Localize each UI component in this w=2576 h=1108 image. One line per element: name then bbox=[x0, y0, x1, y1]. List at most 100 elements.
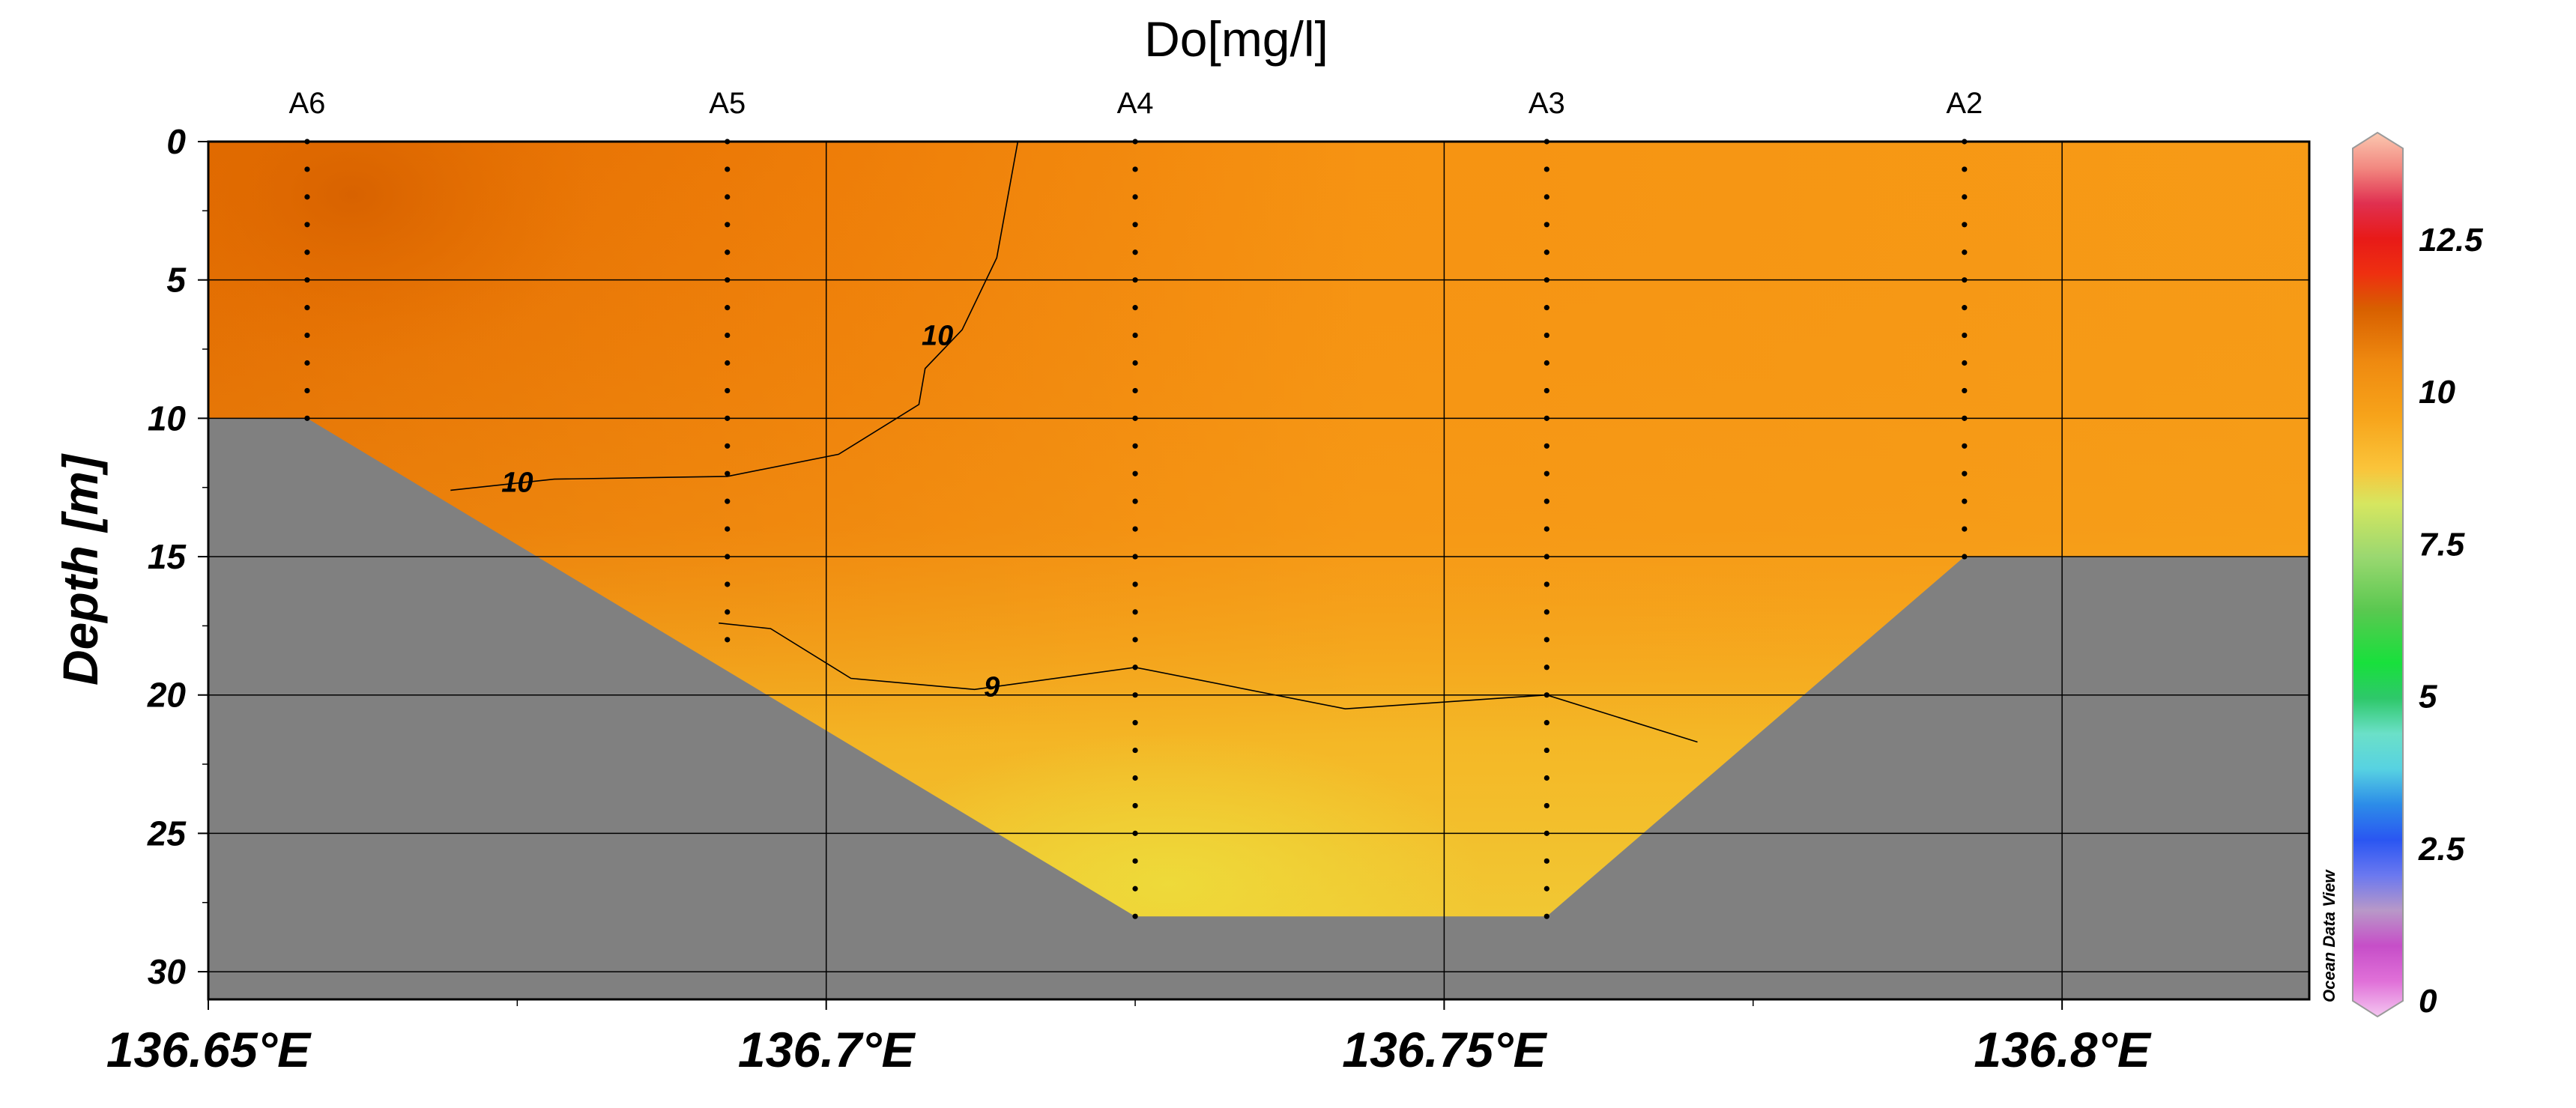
sample-point-A5 bbox=[725, 305, 731, 311]
sample-point-A2 bbox=[1962, 166, 1968, 172]
sample-point-A6 bbox=[304, 277, 310, 283]
sample-point-A2 bbox=[1962, 360, 1968, 366]
sample-point-A5 bbox=[725, 222, 731, 228]
sample-point-A3 bbox=[1544, 637, 1549, 643]
colorbar-tick-label: 5 bbox=[2419, 679, 2437, 715]
sample-point-A4 bbox=[1132, 332, 1138, 339]
plot-frame bbox=[207, 140, 2311, 1001]
sample-point-A4 bbox=[1132, 913, 1138, 919]
sample-point-A3 bbox=[1544, 665, 1549, 670]
sample-point-A3 bbox=[1544, 360, 1549, 366]
sample-point-A4 bbox=[1132, 609, 1138, 615]
sample-point-A4 bbox=[1132, 305, 1138, 311]
sample-point-A5 bbox=[725, 526, 731, 532]
sample-point-A6 bbox=[304, 415, 310, 421]
y-axis-ticks: 0 5 10 15 20 25 30 bbox=[147, 122, 208, 991]
station-label-A3: A3 bbox=[1529, 87, 1565, 120]
sample-point-A4 bbox=[1132, 775, 1138, 781]
sample-point-A2 bbox=[1962, 222, 1968, 228]
station-label-A4: A4 bbox=[1117, 87, 1154, 120]
contour-label-10: 10 bbox=[501, 467, 533, 498]
sample-point-A4 bbox=[1132, 637, 1138, 643]
sample-point-A4 bbox=[1132, 747, 1138, 754]
contour-label-10: 10 bbox=[922, 321, 953, 352]
sample-point-A6 bbox=[304, 222, 310, 228]
sample-point-A2 bbox=[1962, 554, 1968, 560]
sample-point-A5 bbox=[725, 470, 731, 476]
sample-point-A3 bbox=[1544, 526, 1549, 532]
sample-point-A3 bbox=[1544, 470, 1549, 476]
sample-point-A5 bbox=[725, 581, 731, 587]
sample-point-A5 bbox=[725, 387, 731, 394]
contour-lines: 10 10 9 bbox=[450, 141, 1698, 743]
sample-point-A4 bbox=[1132, 665, 1138, 670]
sample-point-A2 bbox=[1962, 470, 1968, 476]
sample-point-A5 bbox=[725, 166, 731, 172]
sample-point-A5 bbox=[725, 194, 731, 200]
sample-point-A4 bbox=[1132, 249, 1138, 255]
sample-point-A3 bbox=[1544, 775, 1549, 781]
sample-point-A4 bbox=[1132, 886, 1138, 891]
sample-point-A3 bbox=[1544, 747, 1549, 754]
sample-point-A3 bbox=[1544, 913, 1549, 919]
sample-point-A2 bbox=[1962, 305, 1968, 311]
y-tick-label: 10 bbox=[148, 399, 187, 438]
contour-label-9: 9 bbox=[984, 672, 1000, 703]
colorbar-body bbox=[2352, 131, 2404, 1018]
x-axis-ticks: 136.65°E 136.7°E 136.75°E 136.8°E bbox=[106, 999, 2152, 1077]
sample-point-A4 bbox=[1132, 554, 1138, 560]
sample-point-A4 bbox=[1132, 166, 1138, 172]
y-tick-label: 15 bbox=[148, 537, 187, 576]
sample-point-A3 bbox=[1544, 332, 1549, 339]
sample-point-A3 bbox=[1544, 415, 1549, 421]
sample-point-A3 bbox=[1544, 581, 1549, 587]
station-label-A5: A5 bbox=[709, 87, 746, 120]
sample-point-A3 bbox=[1544, 277, 1549, 283]
sample-point-A4 bbox=[1132, 692, 1138, 698]
sample-point-A2 bbox=[1962, 387, 1968, 394]
sample-point-A6 bbox=[304, 249, 310, 255]
sample-point-A2 bbox=[1962, 277, 1968, 283]
sample-point-A4 bbox=[1132, 720, 1138, 726]
x-tick-label: 136.7°E bbox=[738, 1022, 916, 1077]
sample-point-A3 bbox=[1544, 609, 1549, 615]
sample-point-A5 bbox=[725, 498, 731, 504]
sample-point-A3 bbox=[1544, 498, 1549, 504]
sample-point-A6 bbox=[304, 387, 310, 394]
x-tick-label: 136.65°E bbox=[106, 1022, 312, 1077]
sample-point-A3 bbox=[1544, 830, 1549, 836]
field-high-do-core bbox=[208, 142, 599, 367]
station-markers: A6 A5 A4 A3 A2 bbox=[288, 87, 1983, 919]
sample-point-A6 bbox=[304, 194, 310, 200]
sample-point-A3 bbox=[1544, 222, 1549, 228]
colorbar-tick-label: 2.5 bbox=[2418, 831, 2465, 868]
sample-point-A2 bbox=[1962, 526, 1968, 532]
grid-lines bbox=[208, 142, 2309, 999]
y-axis-label: Depth [m] bbox=[52, 453, 108, 685]
sample-point-A3 bbox=[1544, 443, 1549, 449]
y-tick-label: 20 bbox=[147, 676, 187, 715]
colorbar-tick-label: 12.5 bbox=[2419, 222, 2483, 258]
sample-point-A4 bbox=[1132, 277, 1138, 283]
sample-point-A5 bbox=[725, 249, 731, 255]
sample-point-A3 bbox=[1544, 692, 1549, 698]
sample-point-A2 bbox=[1962, 249, 1968, 255]
sample-point-A3 bbox=[1544, 802, 1549, 809]
colorbar: 0 2.5 5 7.5 10 12.5 bbox=[2352, 131, 2483, 1020]
colorbar-ticks: 0 2.5 5 7.5 10 12.5 bbox=[2418, 222, 2483, 1020]
sample-point-A5 bbox=[725, 332, 731, 339]
chart-title: Do[mg/l] bbox=[1144, 11, 1328, 67]
contour-line-10 bbox=[450, 141, 1019, 491]
x-tick-label: 136.75°E bbox=[1342, 1022, 1547, 1077]
sample-point-A6 bbox=[304, 166, 310, 172]
sample-point-A6 bbox=[304, 332, 310, 339]
y-tick-label: 25 bbox=[147, 814, 187, 853]
colorbar-tick-label: 7.5 bbox=[2419, 526, 2465, 563]
sample-point-A5 bbox=[725, 360, 731, 366]
sample-point-A4 bbox=[1132, 526, 1138, 532]
sample-point-A4 bbox=[1132, 222, 1138, 228]
colorbar-tick-label: 0 bbox=[2419, 983, 2437, 1020]
station-label-A6: A6 bbox=[288, 87, 325, 120]
sample-point-A3 bbox=[1544, 858, 1549, 864]
